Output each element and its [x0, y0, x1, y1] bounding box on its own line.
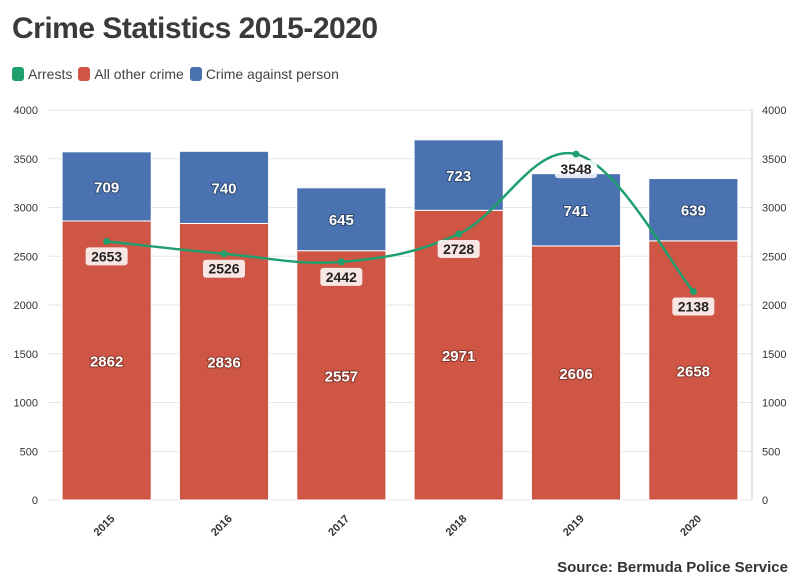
point-arrests-2017[interactable] — [337, 258, 345, 266]
bar-value-label: 639 — [681, 203, 706, 220]
bar-crime-against-person-2017[interactable] — [296, 187, 387, 252]
y-tick-label-right: 1000 — [762, 398, 786, 410]
bar-all-other-crime-2015[interactable] — [61, 220, 152, 501]
point-label-bg — [320, 267, 363, 286]
point-value-label: 3548 — [560, 161, 591, 177]
bar-value-label: 741 — [563, 203, 588, 220]
y-tick-label-left: 0 — [32, 495, 38, 507]
y-tick-label-right: 3000 — [762, 203, 786, 215]
legend: Arrests All other crime Crime against pe… — [12, 66, 345, 82]
y-tick-label-left: 2500 — [14, 251, 38, 263]
bar-value-label: 2836 — [207, 355, 240, 372]
bar-value-label: 2557 — [325, 368, 358, 385]
chart-title: Crime Statistics 2015-2020 — [12, 12, 378, 45]
x-tick-label: 2015 — [92, 513, 118, 539]
bar-value-label: 740 — [211, 180, 236, 197]
bar-value-label: 2658 — [677, 363, 710, 380]
point-arrests-2020[interactable] — [689, 288, 697, 296]
y-tick-label-left: 3500 — [14, 154, 38, 166]
point-arrests-2019[interactable] — [572, 150, 580, 158]
legend-label-arrests: Arrests — [28, 66, 73, 82]
point-value-label: 2653 — [91, 248, 122, 264]
legend-label-crime-against-person: Crime against person — [205, 66, 339, 82]
legend-item-crime-against-person[interactable]: Crime against person — [189, 66, 339, 82]
y-tick-label-right: 1500 — [762, 349, 786, 361]
bar-crime-against-person-2020[interactable] — [648, 178, 739, 242]
y-tick-label-right: 4000 — [762, 105, 786, 117]
x-tick-label: 2020 — [678, 513, 704, 539]
bar-crime-against-person-2016[interactable] — [178, 150, 270, 224]
source-note: Source: Bermuda Police Service — [557, 559, 788, 576]
point-label-bg — [203, 259, 245, 278]
bar-crime-against-person-2019[interactable] — [530, 173, 622, 247]
y-tick-label-left: 1500 — [14, 349, 38, 361]
point-label-bg — [555, 160, 597, 179]
legend-item-arrests[interactable]: Arrests — [12, 66, 72, 82]
y-tick-label-left: 1000 — [14, 398, 38, 410]
point-value-label: 2526 — [208, 261, 239, 277]
bar-value-label: 2971 — [442, 348, 475, 365]
y-tick-label-left: 2000 — [14, 300, 38, 312]
point-label-bg — [85, 247, 128, 266]
bar-value-label: 709 — [94, 179, 119, 196]
y-tick-label-right: 0 — [762, 495, 768, 507]
y-tick-label-right: 3500 — [762, 154, 786, 166]
bar-value-label: 2606 — [559, 366, 592, 383]
bar-all-other-crime-2019[interactable] — [530, 245, 622, 501]
point-label-bg — [672, 297, 715, 316]
bar-all-other-crime-2017[interactable] — [296, 250, 387, 501]
legend-label-all-other-crime: All other crime — [94, 66, 184, 82]
legend-swatch-crime-against-person — [189, 67, 202, 81]
point-label-bg — [437, 240, 480, 259]
bar-value-label: 2862 — [90, 353, 123, 370]
point-value-label: 2138 — [678, 299, 709, 315]
legend-swatch-all-other-crime — [78, 67, 91, 81]
point-arrests-2016[interactable] — [220, 250, 228, 258]
point-arrests-2015[interactable] — [103, 237, 111, 245]
bar-crime-against-person-2015[interactable] — [61, 151, 152, 222]
bar-all-other-crime-2018[interactable] — [413, 209, 504, 501]
x-tick-label: 2016 — [209, 513, 235, 539]
x-tick-label: 2018 — [444, 513, 470, 539]
point-arrests-2018[interactable] — [455, 230, 463, 238]
bar-value-label: 645 — [329, 212, 354, 229]
point-value-label: 2442 — [326, 269, 357, 285]
bar-value-label: 723 — [446, 168, 471, 185]
legend-swatch-arrests — [12, 67, 24, 81]
x-tick-label: 2017 — [326, 513, 352, 539]
x-tick-label: 2019 — [561, 513, 587, 539]
y-tick-label-left: 4000 — [14, 105, 38, 117]
point-value-label: 2728 — [443, 241, 474, 257]
y-tick-label-right: 2500 — [762, 251, 786, 263]
bar-crime-against-person-2018[interactable] — [413, 139, 504, 211]
y-tick-label-right: 500 — [762, 446, 780, 458]
y-tick-label-left: 500 — [20, 446, 38, 458]
y-tick-label-left: 3000 — [14, 203, 38, 215]
legend-item-all-other-crime[interactable]: All other crime — [78, 66, 184, 82]
y-tick-label-right: 2000 — [762, 300, 786, 312]
